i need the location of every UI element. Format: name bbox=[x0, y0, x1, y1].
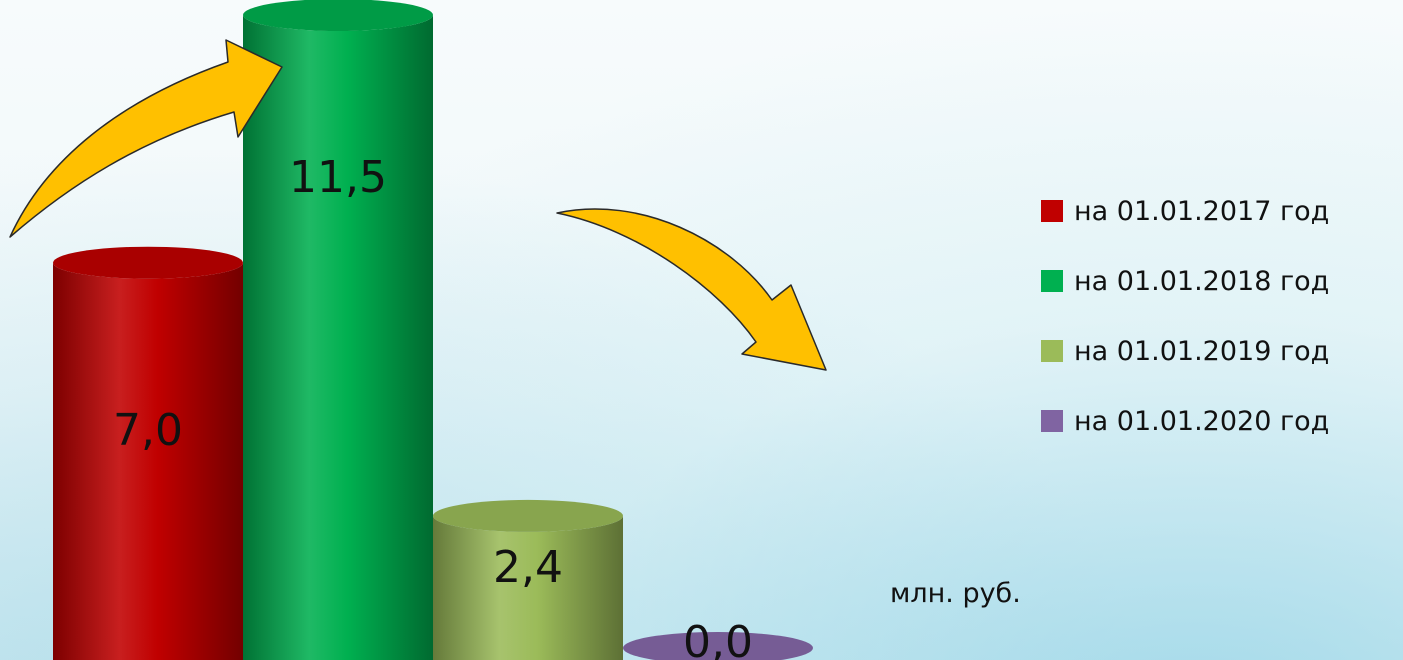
legend-item: на 01.01.2019 год bbox=[1041, 316, 1401, 386]
bar-top bbox=[53, 246, 243, 279]
arrow-down bbox=[556, 208, 827, 371]
legend-item: на 01.01.2018 год bbox=[1041, 246, 1401, 316]
bar-top bbox=[243, 0, 433, 31]
legend-swatch bbox=[1041, 340, 1063, 362]
legend-swatch bbox=[1041, 410, 1063, 432]
bar-top bbox=[433, 499, 623, 532]
data-label: 0,0 bbox=[683, 617, 753, 660]
legend: на 01.01.2017 год на 01.01.2018 год на 0… bbox=[1041, 176, 1401, 456]
bar-1 bbox=[243, 0, 433, 660]
bar-body bbox=[53, 262, 243, 660]
legend-label: на 01.01.2018 год bbox=[1074, 265, 1330, 297]
data-labels-layer: 7,0 11,5 2,4 0,0 bbox=[113, 152, 753, 660]
arrows-layer bbox=[9, 39, 827, 371]
bar-0 bbox=[53, 246, 243, 660]
bars-layer bbox=[53, 0, 813, 660]
legend-item: на 01.01.2020 год bbox=[1041, 386, 1401, 456]
legend-label: на 01.01.2017 год bbox=[1074, 195, 1330, 227]
bar-top bbox=[623, 632, 813, 660]
unit-label: млн. руб. bbox=[890, 578, 1021, 609]
data-label: 2,4 bbox=[493, 542, 563, 593]
legend-item: на 01.01.2017 год bbox=[1041, 176, 1401, 246]
bar-body bbox=[243, 15, 433, 660]
data-label: 7,0 bbox=[113, 405, 183, 456]
legend-swatch bbox=[1041, 270, 1063, 292]
legend-label: на 01.01.2019 год bbox=[1074, 335, 1330, 367]
legend-label: на 01.01.2020 год bbox=[1074, 405, 1330, 437]
bar-body bbox=[433, 515, 623, 660]
bar-3 bbox=[623, 632, 813, 660]
arrow-up bbox=[9, 39, 283, 238]
legend-swatch bbox=[1041, 200, 1063, 222]
bar-2 bbox=[433, 499, 623, 660]
data-label: 11,5 bbox=[289, 152, 387, 203]
